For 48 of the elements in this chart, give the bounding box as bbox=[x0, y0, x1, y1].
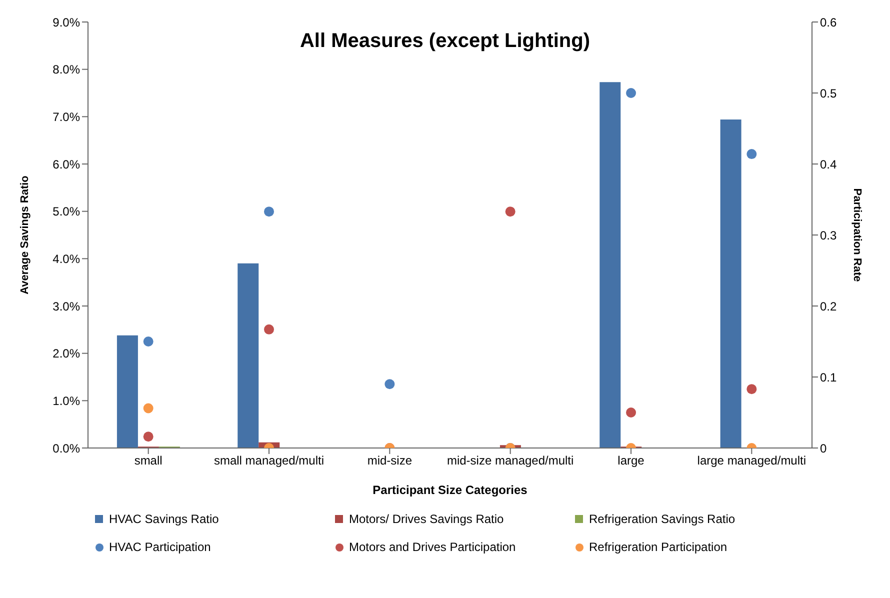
y-tick-label: 5.0% bbox=[52, 204, 80, 219]
point bbox=[746, 384, 757, 394]
legend-label: Refrigeration Participation bbox=[589, 540, 728, 554]
x-tick-label: large managed/multi bbox=[697, 454, 806, 468]
bar bbox=[116, 335, 138, 448]
point bbox=[264, 324, 274, 334]
legend-label: Motors and Drives Participation bbox=[349, 540, 516, 554]
y-tick-label: 9.0% bbox=[52, 15, 80, 30]
y2-tick-label: 0.3 bbox=[820, 228, 838, 242]
legend-label: Motors/ Drives Savings Ratio bbox=[349, 512, 504, 526]
legend-label: HVAC Participation bbox=[109, 540, 211, 554]
point bbox=[384, 379, 395, 390]
y2-tick-label: 0.5 bbox=[820, 86, 838, 100]
y2-axis-title: Participation Rate bbox=[851, 188, 864, 282]
y2-tick-label: 0 bbox=[820, 441, 827, 456]
bar bbox=[238, 263, 259, 448]
point bbox=[626, 408, 636, 418]
y-tick-label: 1.0% bbox=[52, 394, 80, 408]
bar bbox=[600, 82, 621, 448]
legend-label: HVAC Savings Ratio bbox=[109, 512, 219, 526]
bar bbox=[720, 120, 742, 448]
point bbox=[143, 432, 154, 442]
x-tick-label: mid-size bbox=[367, 454, 412, 468]
x-tick-label: small bbox=[134, 454, 162, 468]
point bbox=[626, 88, 636, 98]
y-tick-label: 7.0% bbox=[52, 110, 80, 124]
y2-tick-label: 0.1 bbox=[820, 370, 838, 384]
y-tick-label: 4.0% bbox=[52, 252, 80, 266]
y-axis-title: Average Savings Ratio bbox=[18, 175, 31, 294]
point bbox=[264, 206, 274, 217]
y-tick-label: 8.0% bbox=[52, 62, 80, 77]
point bbox=[143, 403, 154, 414]
x-tick-label: small managed/multi bbox=[214, 454, 324, 468]
legend-label: Refrigeration Savings Ratio bbox=[589, 512, 736, 526]
y-tick-label: 2.0% bbox=[52, 346, 80, 361]
x-tick-label: mid-size managed/multi bbox=[446, 454, 574, 468]
y-tick-label: 0.0% bbox=[52, 441, 80, 456]
point bbox=[143, 336, 154, 346]
y-tick-label: 3.0% bbox=[52, 299, 80, 314]
point bbox=[746, 149, 757, 160]
point bbox=[505, 206, 516, 217]
x-tick-label: large bbox=[618, 454, 645, 468]
y2-tick-label: 0.4 bbox=[820, 157, 838, 172]
y2-tick-label: 0.2 bbox=[820, 299, 838, 314]
chart-title: All Measures (except Lighting) bbox=[298, 30, 592, 53]
y-tick-label: 6.0% bbox=[52, 157, 80, 172]
x-axis-title: Participant Size Categories bbox=[372, 483, 528, 497]
y2-tick-label: 0.6 bbox=[820, 15, 838, 30]
